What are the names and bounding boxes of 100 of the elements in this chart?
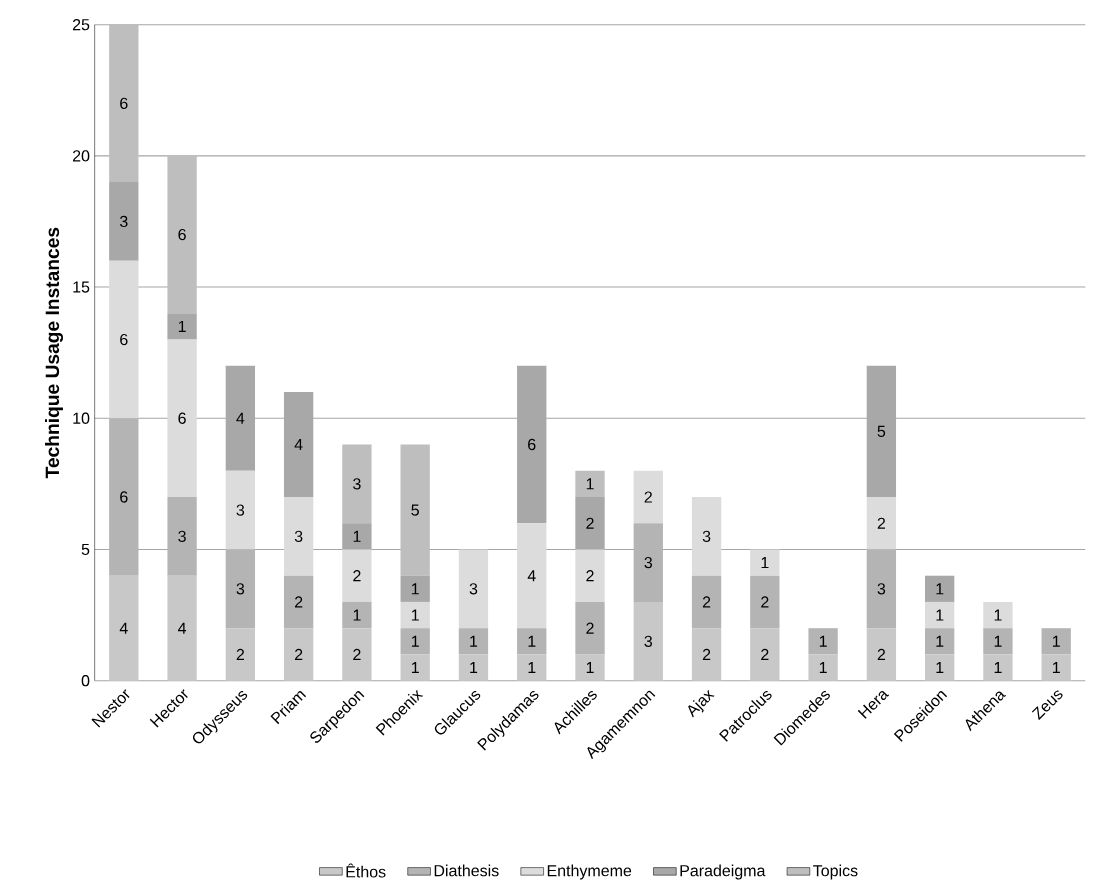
bar [167,496,197,576]
y-axis-title: Technique Usage Instances [45,227,64,479]
data-label: 4 [294,439,303,451]
bar [633,470,663,524]
bar [808,628,838,655]
data-label: 2 [702,596,711,608]
data-label: 2 [294,596,303,608]
bar [866,365,897,497]
bar [983,601,1013,629]
bar [924,628,955,655]
data-label: 1 [528,635,536,647]
data-label: 2 [353,648,361,661]
data-label: 1 [819,662,827,674]
data-label: 3 [469,583,478,595]
bar [750,628,780,681]
data-label: 1 [411,662,419,674]
bar [283,628,314,681]
data-label: 3 [877,583,886,595]
legend-label: Êthos [346,863,386,878]
data-label: 2 [761,596,769,608]
bar [225,628,256,681]
data-label: 3 [353,478,361,490]
legend-label: Enthymeme [547,864,632,880]
bar [575,601,605,655]
bar [517,523,547,629]
data-label: 3 [294,530,303,542]
bar [691,496,722,576]
data-label: 1 [586,478,594,490]
bar [342,444,372,524]
bar [342,523,372,550]
data-label: 1 [470,662,478,674]
data-label: 2 [586,622,594,634]
bar [225,470,256,550]
data-label: 1 [528,662,536,674]
bar [808,654,838,681]
bar [924,601,955,629]
data-label: 2 [586,570,594,582]
bar [283,575,314,629]
bar [400,628,430,655]
bar [342,628,372,681]
data-label: 2 [586,517,594,529]
data-label: 3 [236,583,245,595]
bar [400,444,430,576]
bar [866,549,897,629]
data-label: 3 [644,635,653,647]
bar [109,260,139,419]
data-label: 6 [178,412,186,424]
data-label: 3 [702,530,711,542]
bar [983,654,1013,681]
bar [517,654,547,681]
bar [517,365,547,524]
bar [924,575,955,602]
bar [866,496,897,550]
bar [575,470,605,497]
data-label: 1 [353,530,361,542]
bar [1041,654,1071,681]
data-label: 4 [236,412,245,424]
data-label: 1 [178,320,186,332]
bar [109,418,139,576]
x-tick-label: Ajax [688,689,715,718]
data-label: 1 [936,635,944,647]
bar [458,549,489,629]
bar [283,392,314,497]
bar [167,155,197,314]
bar [458,628,489,655]
data-label: 6 [120,333,128,346]
bar [750,575,780,629]
bar [400,654,430,681]
data-label: 1 [819,635,827,647]
data-label: 6 [528,438,536,451]
data-label: 1 [994,609,1002,621]
bar [575,496,605,550]
data-label: 2 [761,648,769,661]
bar [283,496,314,576]
bar [342,549,372,602]
data-label: 2 [644,491,652,503]
bar [633,523,663,602]
data-label: 2 [353,570,361,582]
y-tick-label: 5 [81,543,90,556]
data-label: 6 [120,491,128,503]
data-label: 2 [877,648,886,661]
bar [517,628,547,655]
bar [691,575,722,629]
data-label: 1 [936,609,944,621]
legend-label: Diathesis [434,864,499,877]
legend-label: Topics [813,864,858,880]
bar [575,549,605,602]
data-label: 3 [178,530,186,542]
bar [342,601,372,629]
data-label: 3 [236,504,245,516]
y-tick-label: 0 [81,675,90,687]
data-label: 1 [470,635,478,647]
bar [458,654,489,681]
bar [633,601,663,681]
bar [400,601,430,629]
data-label: 5 [411,504,419,516]
data-label: 2 [236,648,244,661]
data-label: 1 [411,609,419,621]
bar [225,549,256,629]
bar [225,365,256,471]
